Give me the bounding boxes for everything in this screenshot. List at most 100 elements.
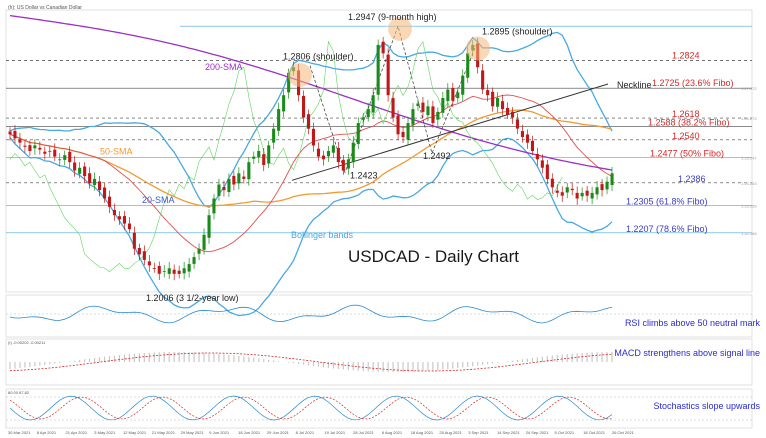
subpanel-header: 80.00 87.82 (8, 390, 30, 395)
candle-body (93, 178, 97, 186)
price-tick-label: 1.26.273 (741, 116, 757, 121)
candle-body (282, 95, 286, 112)
pattern-peak-marker (288, 63, 312, 88)
candle-body (466, 53, 470, 78)
candle-body (307, 114, 311, 129)
sma20-label: 20-SMA (142, 195, 175, 205)
stoch-d-line (9, 396, 612, 420)
candle-body (152, 268, 156, 269)
macd-signal-line (9, 352, 613, 372)
candle-body (287, 72, 291, 93)
candle-body (356, 123, 360, 144)
candle-body (192, 257, 196, 264)
candle-body (381, 41, 385, 54)
candle-body (406, 123, 410, 140)
candle-body (570, 188, 574, 191)
x-tick-label: 8 Apr 2021 (37, 430, 57, 435)
candle-body (436, 111, 440, 120)
candle-body (511, 111, 515, 118)
candle-body (48, 150, 52, 152)
candle-body (18, 139, 22, 143)
candle-body (311, 128, 315, 146)
x-tick-label: 3 May 2021 (94, 430, 116, 435)
x-tick-label: 21 May 2021 (152, 430, 176, 435)
candle-body (142, 251, 146, 260)
candle-body (8, 131, 12, 135)
lagging-line (9, 40, 563, 273)
candle-body (23, 145, 27, 147)
candle-body (595, 187, 599, 195)
candle-body (122, 216, 126, 224)
candle-body (137, 248, 141, 255)
candle-body (361, 117, 365, 120)
sma50-line (9, 109, 613, 207)
price-annotation: 1.2006 (3 1/2-year low) (146, 293, 239, 303)
candle-body (371, 95, 375, 113)
x-tick-label: 29 May 2021 (181, 430, 205, 435)
candle-body (217, 184, 221, 196)
candle-body (441, 98, 445, 113)
candle-body (316, 148, 320, 157)
price-tick-label: 1.22.266 (741, 231, 757, 236)
candle-body (127, 223, 131, 230)
level-label: 1.2588 (38.2% Fibo) (648, 117, 730, 127)
candle-body (167, 268, 171, 274)
x-tick-label: 18 Aug 2021 (411, 430, 434, 435)
x-tick-label: 6 Aug 2021 (382, 430, 403, 435)
candle-body (38, 147, 42, 150)
candle-body (88, 173, 92, 184)
candle-body (242, 176, 246, 179)
price-tick-label: 1.24.253 (741, 181, 757, 186)
candle-body (321, 155, 325, 160)
candle-body (520, 131, 524, 137)
candle-body (451, 88, 455, 101)
candle-body (396, 115, 400, 135)
candle-body (162, 271, 166, 272)
price-annotation: 1.2806 (shoulder) (283, 52, 354, 62)
candle-body (68, 151, 72, 163)
candle-body (83, 166, 87, 177)
candle-body (33, 145, 37, 149)
candle-body (326, 151, 330, 157)
subpanel-header: (I) -0.00202 -0.00211 (8, 340, 46, 345)
pattern-zigzag (309, 25, 479, 174)
candle-body (431, 106, 435, 124)
price-annotation: 1.2895 (shoulder) (482, 27, 553, 37)
candle-body (341, 159, 345, 171)
candle-body (391, 98, 395, 118)
candle-body (506, 108, 510, 115)
rsi-line (9, 304, 613, 324)
candle-body (411, 109, 415, 125)
x-tick-label: 24 Sep 2021 (526, 430, 549, 435)
candle-body (605, 181, 609, 190)
candle-body (491, 91, 495, 107)
candle-body (346, 159, 350, 169)
x-tick-label: 12 May 2021 (123, 430, 147, 435)
candle-body (267, 145, 271, 164)
candle-body (98, 181, 102, 191)
candle-body (177, 270, 181, 274)
candle-body (212, 198, 216, 214)
candle-body (53, 149, 57, 157)
candle-body (496, 98, 500, 107)
level-label: 1.2305 (61.8% Fibo) (626, 196, 708, 206)
candle-body (575, 192, 579, 199)
candle-body (376, 44, 380, 95)
candle-body (401, 131, 405, 138)
candle-body (277, 109, 281, 131)
pattern-peak-marker (388, 16, 412, 41)
stoch-k-line (9, 395, 613, 421)
candle-body (550, 178, 554, 188)
price-annotation: 1.2423 (350, 170, 378, 180)
candle-body (481, 70, 485, 90)
candle-body (172, 269, 176, 274)
candle-body (222, 187, 226, 191)
candle-body (247, 162, 251, 180)
candle-body (331, 145, 335, 153)
bollinger-label: Bollinger bands (291, 230, 354, 240)
candle-body (187, 264, 191, 272)
candle-body (565, 187, 569, 193)
x-tick-label: 21 Apr 2021 (66, 430, 88, 435)
candle-body (272, 128, 276, 143)
